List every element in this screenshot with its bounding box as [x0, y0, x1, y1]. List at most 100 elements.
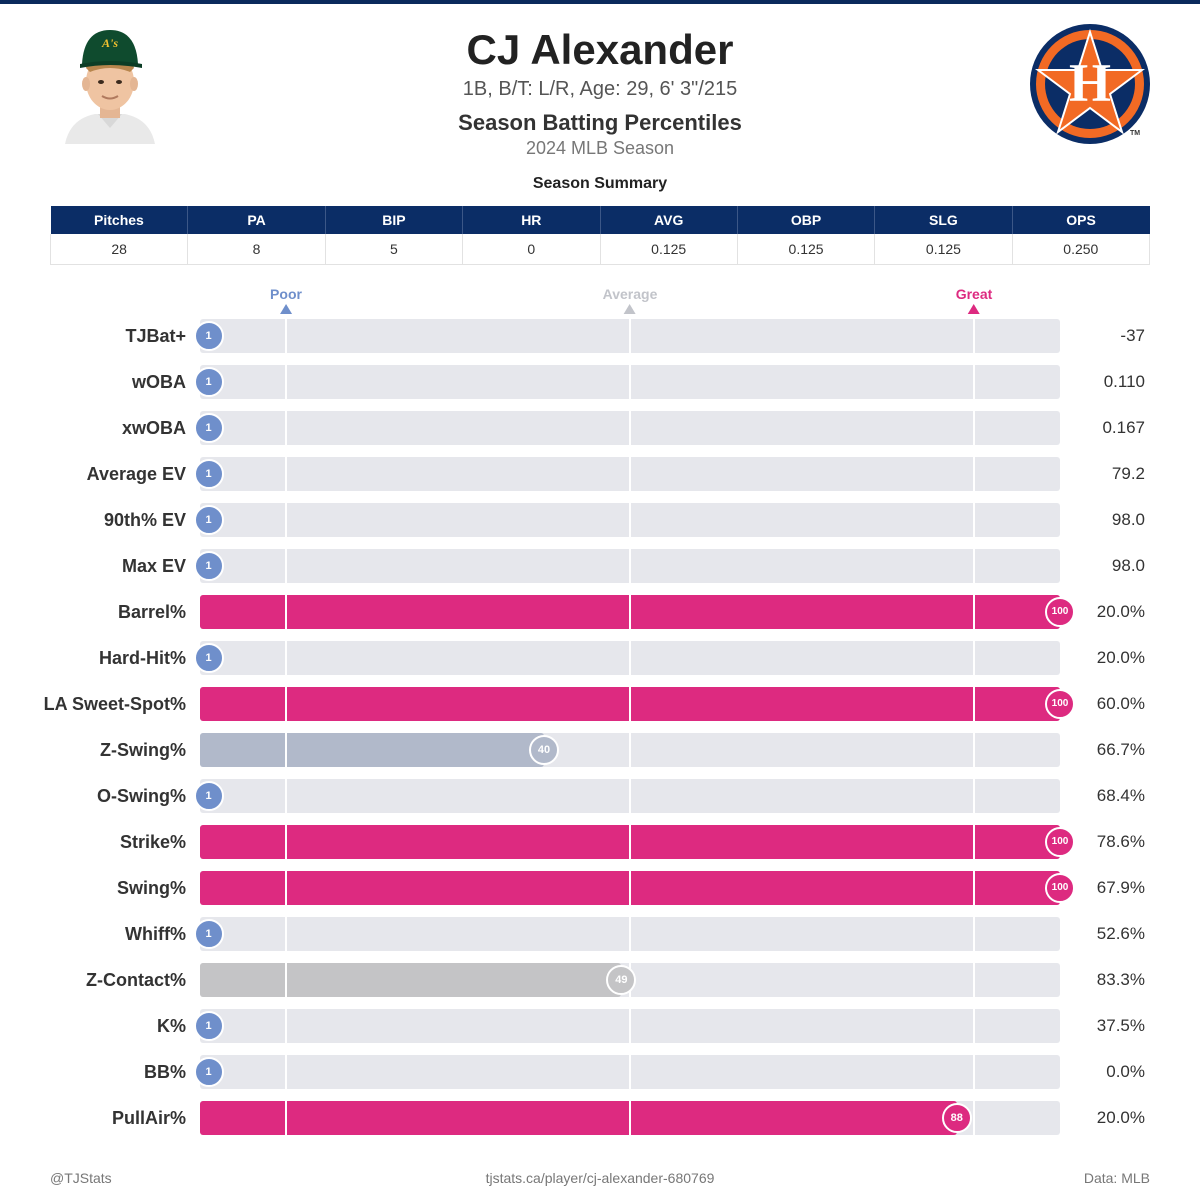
reference-line — [973, 641, 975, 675]
metric-value: 37.5% — [1096, 1016, 1145, 1035]
percentile-bar — [200, 733, 544, 767]
reference-line — [973, 1009, 975, 1043]
metric-value: 67.9% — [1096, 878, 1145, 897]
summary-header: AVG — [600, 206, 738, 234]
player-headshot: A's — [60, 24, 160, 144]
logo-letter: H — [1068, 53, 1111, 113]
percentile-marker: 1 — [193, 1011, 224, 1041]
reference-line — [285, 641, 287, 675]
summary-header: BIP — [325, 206, 464, 234]
reference-line — [285, 687, 287, 721]
percentile-marker: 49 — [606, 965, 637, 995]
metric-label: LA Sweet-Spot% — [43, 694, 186, 714]
metric-value: 20.0% — [1096, 602, 1145, 621]
metric-label: PullAir% — [111, 1108, 186, 1128]
summary-value: 0.125 — [737, 234, 876, 265]
percentile-marker: 100 — [1045, 597, 1075, 627]
reference-line — [285, 549, 287, 583]
metric-label: 90th% EV — [103, 510, 186, 530]
metric-value: -37 — [1120, 326, 1145, 345]
percentile-marker: 100 — [1045, 827, 1075, 857]
reference-line — [973, 1101, 975, 1135]
reference-line — [629, 779, 631, 813]
team-logo: H TM — [1028, 22, 1152, 146]
metric-value: 0.0% — [1106, 1062, 1145, 1081]
summary-header: HR — [462, 206, 601, 234]
reference-line — [285, 411, 287, 445]
reference-line — [973, 411, 975, 445]
metric-value: 66.7% — [1096, 740, 1145, 759]
summary-header: OPS — [1012, 206, 1150, 234]
summary-header: Pitches — [50, 206, 189, 234]
percentile-marker: 1 — [193, 551, 224, 581]
legend-poor: Poor — [270, 286, 302, 314]
summary-table: Pitches PA BIP HR AVG OBP SLG OPS 28 8 5… — [49, 206, 1151, 265]
footer-handle: @TJStats — [50, 1170, 112, 1186]
reference-line — [285, 457, 287, 491]
percentile-bar — [200, 1101, 957, 1135]
reference-line — [629, 457, 631, 491]
reference-line — [285, 1055, 287, 1089]
reference-line — [285, 319, 287, 353]
metric-label: wOBA — [132, 372, 186, 392]
legend-marker-icon — [279, 304, 292, 314]
percentile-marker: 1 — [193, 781, 224, 811]
reference-line — [973, 319, 975, 353]
footer-url: tjstats.ca/player/cj-alexander-680769 — [485, 1170, 715, 1186]
summary-value: 5 — [325, 234, 464, 265]
reference-line — [285, 365, 287, 399]
percentile-marker: 1 — [193, 643, 224, 673]
legend-great: Great — [955, 286, 993, 314]
summary-value: 8 — [187, 234, 326, 265]
metric-label: BB% — [143, 1062, 186, 1082]
reference-line — [285, 917, 287, 951]
metric-label: Max EV — [121, 556, 186, 576]
chart-title: Season Batting Percentiles — [458, 110, 742, 135]
reference-line — [973, 457, 975, 491]
legend-marker-icon — [624, 304, 636, 314]
reference-line — [285, 779, 287, 813]
reference-line — [629, 595, 631, 629]
legend-label: Average — [602, 286, 658, 302]
metric-value: 98.0 — [1111, 556, 1145, 575]
reference-line — [285, 733, 287, 767]
percentile-bar — [200, 963, 622, 997]
reference-line — [285, 963, 287, 997]
legend-label: Great — [955, 286, 993, 302]
reference-line — [629, 687, 631, 721]
percentile-marker: 1 — [193, 459, 224, 489]
reference-line — [629, 549, 631, 583]
metric-label: Barrel% — [117, 602, 186, 622]
reference-line — [285, 595, 287, 629]
summary-value: 0 — [462, 234, 601, 265]
reference-line — [973, 779, 975, 813]
reference-line — [629, 825, 631, 859]
summary-value: 0.125 — [874, 234, 1013, 265]
reference-line — [285, 871, 287, 905]
reference-line — [629, 871, 631, 905]
summary-value: 28 — [49, 234, 189, 265]
summary-title: Season Summary — [532, 175, 668, 192]
summary-header-row: Pitches PA BIP HR AVG OBP SLG OPS — [50, 206, 1150, 234]
percentile-marker: 40 — [529, 735, 559, 765]
summary-value: 0.250 — [1012, 234, 1151, 265]
reference-line — [973, 733, 975, 767]
metric-value: 68.4% — [1096, 786, 1145, 805]
reference-line — [629, 1009, 631, 1043]
percentile-marker: 1 — [193, 321, 224, 351]
reference-line — [629, 641, 631, 675]
metric-label: Strike% — [119, 832, 186, 852]
reference-line — [973, 549, 975, 583]
logo-trademark: TM — [1130, 130, 1141, 137]
metric-value: 20.0% — [1096, 648, 1145, 667]
cap-logo-text: A's — [101, 36, 118, 50]
metric-label: K% — [156, 1016, 186, 1036]
metric-value: 0.167 — [1102, 418, 1145, 437]
player-bio: 1B, B/T: L/R, Age: 29, 6' 3"/215 — [462, 78, 738, 100]
player-name: CJ Alexander — [466, 26, 734, 73]
metric-value: 78.6% — [1096, 832, 1145, 851]
reference-line — [629, 1055, 631, 1089]
reference-line — [629, 733, 631, 767]
percentile-marker: 1 — [193, 919, 224, 949]
percentile-marker: 100 — [1045, 689, 1075, 719]
